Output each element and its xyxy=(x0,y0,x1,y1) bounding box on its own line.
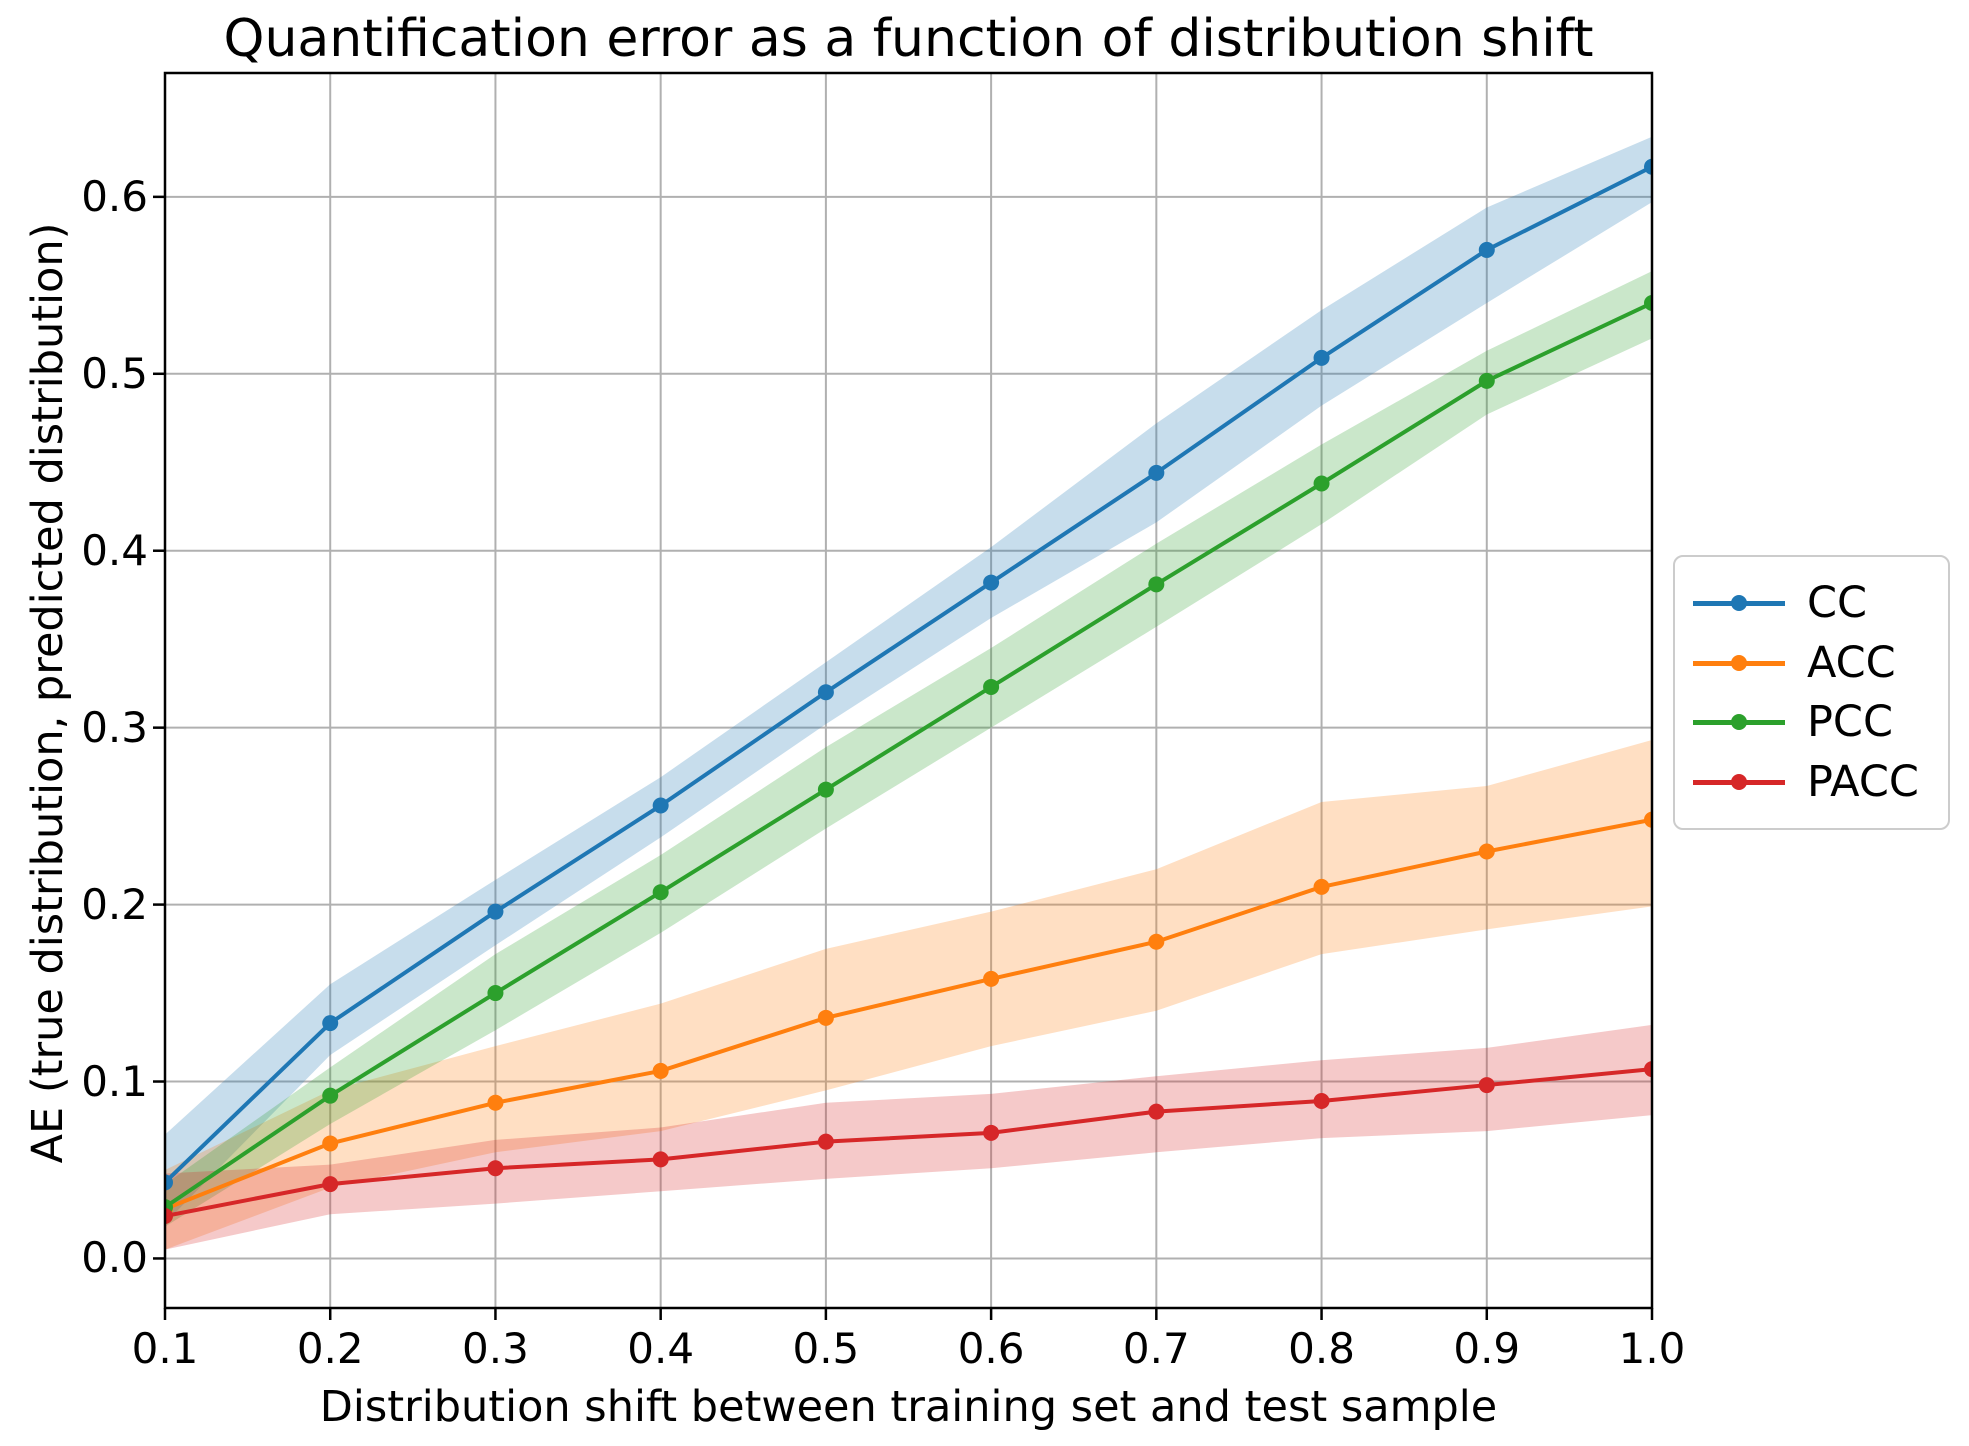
x-tick-label: 0.4 xyxy=(627,1324,695,1373)
series-markers-CC xyxy=(165,158,1652,1191)
y-tick-label: 0.5 xyxy=(81,348,148,398)
legend-label: PACC xyxy=(1807,757,1919,808)
x-tick-label: 0.1 xyxy=(131,1324,199,1373)
x-tick-label: 0.8 xyxy=(1288,1324,1355,1373)
legend-label: ACC xyxy=(1807,637,1896,688)
series-line-CC xyxy=(165,164,1652,1184)
legend-item-cc: CC xyxy=(1693,573,1930,633)
acc-line-swatch-icon xyxy=(1693,654,1785,672)
series-band-CC xyxy=(165,136,1652,1224)
legend-item-pcc: PCC xyxy=(1693,693,1930,753)
y-tick-label: 0.1 xyxy=(81,1056,148,1106)
legend-label: PCC xyxy=(1807,697,1893,748)
y-axis-label: AE (true distribution, predicted distrib… xyxy=(23,222,73,1164)
x-tick-label: 1.0 xyxy=(1618,1324,1686,1373)
legend-label: CC xyxy=(1807,577,1868,628)
series-line-PCC xyxy=(165,301,1652,1209)
series-markers-PACC xyxy=(165,1061,1652,1224)
series-band-ACC xyxy=(165,740,1652,1250)
x-tick-label: 0.2 xyxy=(296,1324,364,1373)
x-tick-label: 0.6 xyxy=(957,1324,1025,1373)
plot-background xyxy=(165,73,1652,1308)
x-tick-label: 0.9 xyxy=(1453,1324,1521,1373)
x-tick-label: 0.7 xyxy=(1122,1324,1190,1373)
legend: CC ACC PCC PACC xyxy=(1673,555,1950,830)
y-tick-label: 0.3 xyxy=(81,702,148,752)
series-markers-PCC xyxy=(165,295,1652,1216)
y-tick-label: 0.6 xyxy=(81,171,148,221)
chart-title: Quantification error as a function of di… xyxy=(223,9,1594,69)
series-line-PACC xyxy=(165,1067,1652,1218)
tick-marks xyxy=(153,195,1654,1320)
y-tick-label: 0.4 xyxy=(81,525,148,575)
y-tick-label: 0.2 xyxy=(81,879,148,929)
series-line-ACC xyxy=(165,817,1652,1211)
pacc-line-swatch-icon xyxy=(1693,773,1785,791)
cc-line-swatch-icon xyxy=(1693,594,1785,612)
plot-border xyxy=(163,71,1654,1310)
x-tick-label: 0.5 xyxy=(792,1324,860,1373)
pcc-line-swatch-icon xyxy=(1693,713,1785,731)
x-tick-label: 0.3 xyxy=(462,1324,529,1373)
legend-item-pacc: PACC xyxy=(1693,752,1930,812)
y-tick-label: 0.0 xyxy=(81,1233,148,1283)
x-axis-label: Distribution shift between training set … xyxy=(319,1382,1498,1432)
legend-item-acc: ACC xyxy=(1693,633,1930,693)
